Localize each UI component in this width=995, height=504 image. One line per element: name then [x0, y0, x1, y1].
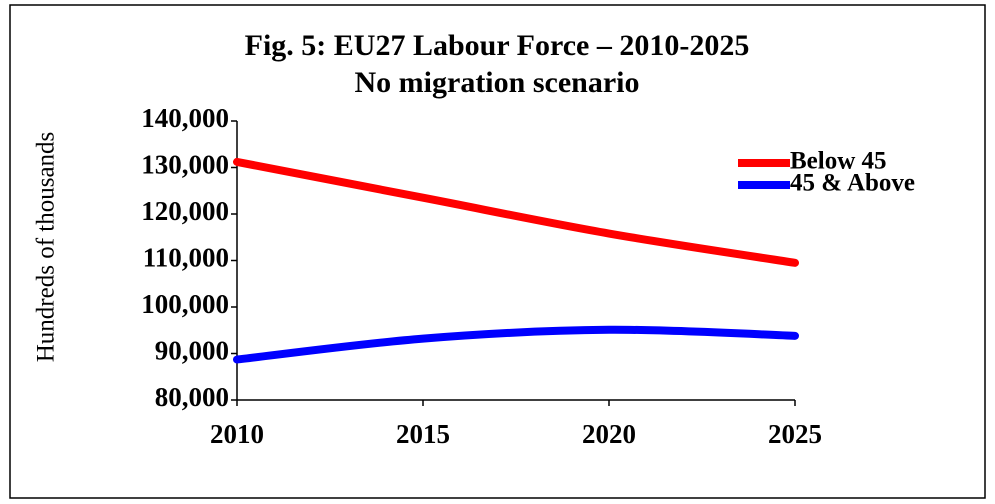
- line-series: [233, 157, 799, 267]
- x-tick-label: 2020: [582, 419, 636, 449]
- legend-label: Below 45: [790, 148, 887, 175]
- legend-label: 45 & Above: [790, 170, 915, 197]
- y-tick-label: 140,000: [141, 103, 229, 133]
- y-tick-label: 100,000: [141, 289, 229, 319]
- y-tick-label: 110,000: [143, 243, 229, 273]
- chart-border: [9, 4, 986, 499]
- line-series: [233, 325, 799, 364]
- y-tick-label: 120,000: [141, 196, 229, 226]
- y-tick-label: 80,000: [155, 382, 229, 412]
- x-tick-label: 2010: [210, 419, 264, 449]
- chart-title: Fig. 5: EU27 Labour Force – 2010-2025: [245, 29, 750, 62]
- x-tick-label: 2025: [768, 419, 822, 449]
- y-axis-label: Hundreds of thousands: [33, 132, 60, 363]
- x-tick-label: 2015: [396, 419, 450, 449]
- y-tick-label: 90,000: [155, 336, 229, 366]
- chart-subtitle: No migration scenario: [355, 66, 640, 99]
- y-tick-label: 130,000: [141, 150, 229, 180]
